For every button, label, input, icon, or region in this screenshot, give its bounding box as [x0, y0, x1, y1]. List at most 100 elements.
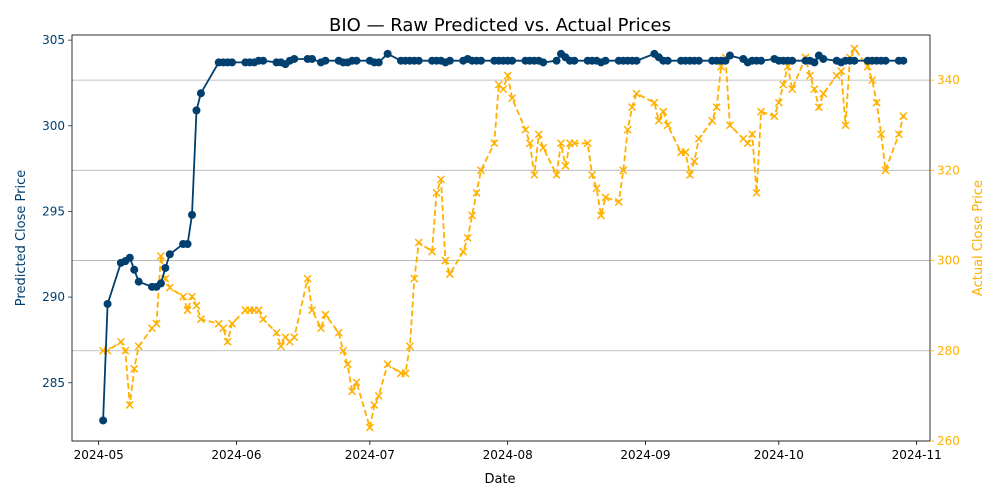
- plot-area-frame: [71, 34, 931, 442]
- predicted-close-point: [632, 56, 641, 65]
- actual-close-point: [681, 148, 690, 157]
- actual-close-point: [303, 274, 312, 283]
- actual-close-point: [725, 121, 734, 130]
- actual-close-point: [352, 378, 361, 387]
- actual-close-point: [196, 315, 205, 324]
- actual-close-point: [757, 107, 766, 116]
- predicted-close-point: [899, 56, 908, 65]
- actual-close-point: [743, 139, 752, 148]
- actual-close-point: [525, 139, 534, 148]
- actual-close-point: [179, 292, 188, 301]
- x-tick-label: 2024-09: [620, 448, 670, 462]
- predicted-close-point: [259, 56, 268, 65]
- predicted-close-point: [130, 265, 139, 274]
- predicted-close-point: [156, 279, 165, 288]
- actual-close-point: [152, 319, 161, 328]
- left-y-axis-label: Predicted Close Price: [14, 170, 29, 306]
- actual-close-point: [476, 166, 486, 175]
- actual-close-point: [561, 161, 570, 170]
- predicted-close-point: [663, 56, 672, 65]
- actual-close-point: [659, 107, 668, 116]
- predicted-close-point: [476, 56, 485, 65]
- actual-close-point: [468, 211, 477, 220]
- actual-close-point: [401, 369, 410, 378]
- right-y-axis-label: Actual Close Price: [971, 180, 986, 296]
- actual-close-point: [619, 166, 628, 175]
- actual-close-point: [588, 170, 597, 179]
- actual-close-point: [343, 360, 352, 369]
- actual-close-point: [499, 85, 508, 94]
- right-y-tick-label: 280: [937, 344, 960, 358]
- left-y-tick-label: 305: [42, 33, 65, 47]
- actual-close-point: [414, 238, 423, 247]
- actual-close-point: [410, 274, 419, 283]
- left-y-tick-label: 295: [42, 204, 65, 218]
- actual-close-point: [374, 391, 383, 400]
- actual-close-point: [814, 103, 823, 112]
- actual-close-point: [192, 301, 201, 310]
- actual-close-point: [877, 130, 886, 139]
- predicted-close-point: [161, 263, 170, 272]
- actual-close-point: [521, 125, 530, 134]
- actual-close-point: [228, 319, 237, 328]
- x-tick-label: 2024-11: [892, 448, 942, 462]
- right-y-axis-ticks: 260 280 300 320 340: [930, 73, 960, 448]
- actual-close-point: [445, 270, 454, 279]
- actual-close-point: [770, 112, 779, 121]
- actual-close-point: [490, 139, 499, 148]
- predicted-close-point: [196, 89, 205, 98]
- actual-close-point: [254, 306, 263, 315]
- predicted-close-point: [103, 299, 112, 308]
- right-y-tick-label: 320: [937, 163, 960, 177]
- actual-close-point: [690, 157, 699, 166]
- predicted-close-point: [570, 56, 579, 65]
- series-actual-close: [99, 44, 908, 432]
- actual-close-point: [121, 346, 130, 355]
- actual-close-point: [899, 112, 908, 121]
- actual-close-point: [223, 337, 232, 346]
- actual-close-point: [116, 337, 125, 346]
- predicted-close-point: [125, 253, 134, 262]
- actual-close-point: [530, 170, 539, 179]
- predicted-close-point: [414, 56, 423, 65]
- actual-close-point: [601, 193, 610, 202]
- actual-close-point: [694, 134, 703, 143]
- predicted-close-point: [352, 56, 361, 65]
- actual-close-point: [370, 400, 379, 409]
- predicted-close-point: [694, 56, 703, 65]
- actual-close-point: [436, 175, 446, 184]
- x-axis-ticks: 2024-05 2024-06 2024-07 2024-08 2024-09 2024-…: [74, 441, 942, 462]
- actual-close-point: [783, 62, 792, 71]
- x-tick-label: 2024-05: [74, 448, 124, 462]
- actual-close-point: [272, 328, 281, 337]
- actual-close-point: [183, 306, 192, 315]
- actual-close-point: [459, 247, 468, 256]
- predicted-close-point: [165, 250, 174, 259]
- predicted-close-point: [850, 56, 859, 65]
- actual-close-point: [837, 67, 846, 76]
- actual-close-point: [654, 116, 663, 125]
- actual-close-point: [712, 103, 721, 112]
- actual-close-point: [441, 256, 450, 265]
- actual-close-point: [650, 98, 659, 107]
- actual-close-point: [779, 80, 788, 89]
- predicted-close-point: [819, 54, 828, 63]
- predicted-close-point: [601, 56, 610, 65]
- actual-close-point: [125, 400, 134, 409]
- series-predicted-close: [99, 49, 908, 425]
- actual-close-point: [508, 94, 517, 103]
- right-y-tick-label: 260: [937, 434, 960, 448]
- actual-close-point: [841, 121, 850, 130]
- predicted-close-point: [134, 277, 143, 286]
- actual-close-point: [405, 342, 414, 351]
- actual-close-point: [134, 342, 143, 351]
- actual-close-point: [552, 170, 561, 179]
- actual-close-point: [628, 103, 637, 112]
- actual-close-point: [321, 310, 330, 319]
- right-y-tick-label: 340: [937, 73, 960, 87]
- actual-close-point: [583, 139, 592, 148]
- actual-close-point: [894, 130, 903, 139]
- actual-close-point: [819, 89, 828, 98]
- actual-close-point: [592, 184, 601, 193]
